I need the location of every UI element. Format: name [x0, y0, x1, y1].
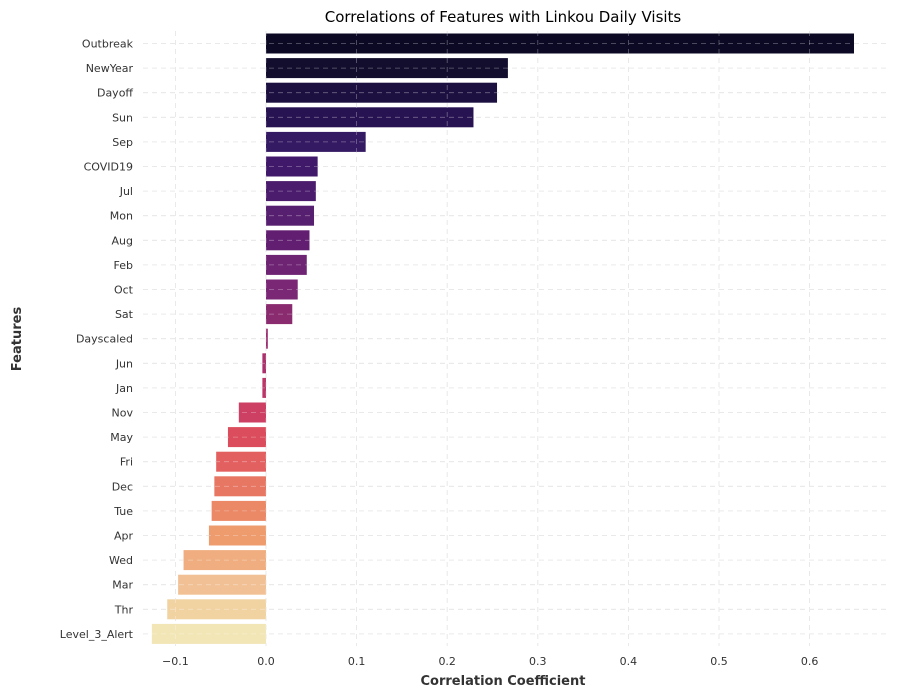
bar-oct — [266, 279, 298, 300]
y-tick-label: NewYear — [86, 62, 134, 75]
bar-nov — [238, 402, 266, 423]
y-tick-label: Nov — [112, 407, 134, 420]
bar-wed — [183, 550, 266, 571]
y-tick-label: Jan — [115, 382, 133, 395]
grid-layer — [143, 31, 890, 646]
bar-tue — [211, 500, 266, 521]
x-tick-label: 0.5 — [710, 655, 728, 668]
bar-thr — [167, 599, 266, 620]
bar-mar — [178, 574, 266, 595]
y-tick-label: Dayoff — [97, 87, 133, 100]
bar-dayscaled — [266, 328, 268, 349]
y-tick-label: Jul — [119, 185, 133, 198]
bar-sat — [266, 304, 293, 325]
bar-dec — [214, 476, 266, 497]
bar-may — [227, 427, 266, 448]
x-tick-label: 0.2 — [438, 655, 456, 668]
y-tick-label: Apr — [114, 530, 134, 543]
bar-aug — [266, 230, 310, 251]
bar-apr — [208, 525, 266, 546]
y-tick-label: Sep — [112, 136, 133, 149]
x-tick-label: 0.3 — [529, 655, 547, 668]
y-tick-label: Thr — [114, 603, 134, 616]
y-axis-label: Features — [10, 307, 25, 372]
y-tick-label: Feb — [114, 259, 133, 272]
x-tick-label: −0.1 — [162, 655, 189, 668]
bar-sun — [266, 107, 474, 128]
bar-mon — [266, 205, 315, 226]
x-tick-label: 0.4 — [620, 655, 638, 668]
overlay-grid-layer — [143, 31, 890, 646]
bar-newyear — [266, 58, 508, 79]
y-tick-label: Sun — [112, 111, 133, 124]
y-tick-label: Mar — [112, 579, 133, 592]
bar-layer — [151, 33, 854, 644]
y-tick-label: Mon — [110, 210, 133, 223]
y-tick-label: May — [110, 431, 133, 444]
y-tick-label: Fri — [120, 456, 133, 469]
bar-outbreak — [266, 33, 854, 54]
x-axis-label: Correlation Coefficient — [421, 674, 586, 689]
bar-jul — [266, 181, 316, 202]
bar-fri — [216, 451, 266, 472]
y-tick-label: Tue — [113, 505, 133, 518]
y-tick-label: Dec — [112, 480, 133, 493]
y-tick-label: Outbreak — [82, 38, 134, 51]
y-tick-label: Sat — [115, 308, 134, 321]
y-tick-label: Jun — [115, 357, 133, 370]
y-tick-label: Dayscaled — [76, 333, 133, 346]
bar-dayoff — [266, 82, 498, 103]
x-tick-labels: −0.1 0.0 0.1 0.2 0.3 0.4 0.5 0.6 — [162, 655, 818, 668]
bar-jan — [262, 377, 266, 398]
x-tick-label: 0.6 — [801, 655, 819, 668]
y-tick-label: Oct — [114, 284, 134, 297]
y-tick-label: Wed — [109, 554, 133, 567]
bar-jun — [262, 353, 266, 374]
bar-sep — [266, 131, 366, 152]
bar-covid19 — [266, 156, 318, 177]
chart-title: Correlations of Features with Linkou Dai… — [325, 8, 682, 26]
x-tick-label: 0.1 — [348, 655, 366, 668]
y-tick-label: Level_3_Alert — [60, 628, 134, 641]
y-tick-label: COVID19 — [84, 161, 133, 174]
bar-feb — [266, 254, 307, 275]
x-tick-label: 0.0 — [257, 655, 275, 668]
y-tick-label: Aug — [112, 234, 133, 247]
y-tick-labels: Outbreak NewYear Dayoff Sun Sep COVID19 Jul Mon… — [60, 38, 134, 641]
bar-level-3-alert — [151, 623, 266, 644]
